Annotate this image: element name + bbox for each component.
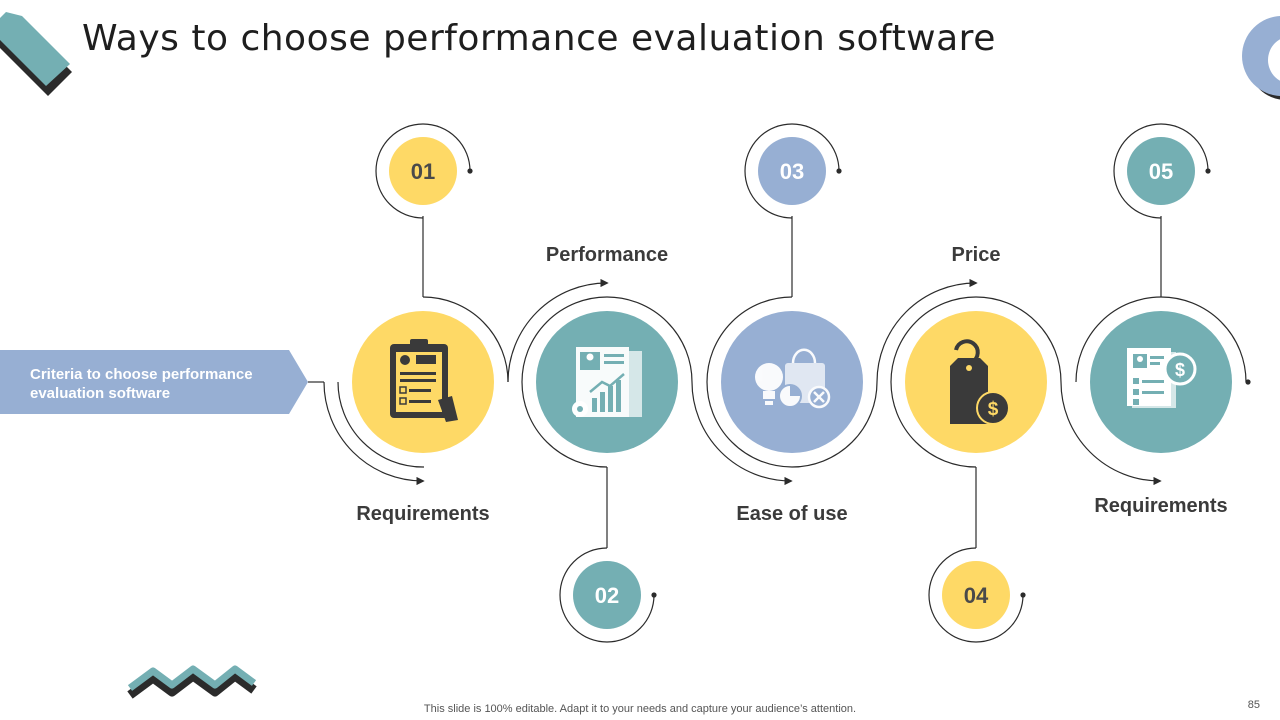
step-05-label: Requirements <box>1094 495 1227 517</box>
step-04: 04 $ Price <box>905 244 1047 629</box>
footer-note: This slide is 100% editable. Adapt it to… <box>423 703 857 715</box>
decor-top-left-bar <box>0 12 72 96</box>
invoice-dollar-icon: $ <box>1127 348 1197 408</box>
connector-lines <box>308 123 1247 643</box>
step-02-label: Performance <box>546 244 668 266</box>
clipboard-checklist-icon <box>390 339 458 422</box>
step-05-number: 05 <box>1149 159 1173 184</box>
decor-zigzag <box>127 665 257 699</box>
price-tag-dollar-icon: $ <box>950 339 1010 425</box>
step-04-number: 04 <box>964 583 989 608</box>
lightbulb-shopping-bag-icon <box>755 348 831 409</box>
step-02-number: 02 <box>595 583 619 608</box>
criteria-line-2: evaluation software <box>30 385 170 402</box>
growth-report-icon <box>572 347 642 417</box>
step-03-number-badge <box>758 137 826 205</box>
step-05: 05 $ Requirements <box>1090 137 1232 517</box>
step-05-number-badge <box>1127 137 1195 205</box>
step-03-label: Ease of use <box>736 503 847 525</box>
svg-text:$: $ <box>988 399 999 420</box>
connector-dots <box>467 168 1251 598</box>
step-03-number: 03 <box>780 159 804 184</box>
criteria-line-1: Criteria to choose performance <box>30 366 253 383</box>
step-01-number: 01 <box>411 159 435 184</box>
step-01-number-badge <box>389 137 457 205</box>
svg-text:$: $ <box>1175 360 1185 380</box>
step-04-number-badge <box>942 561 1010 629</box>
page-number: 85 <box>1247 699 1260 711</box>
step-02-number-badge <box>573 561 641 629</box>
slide-title: Ways to choose performance evaluation so… <box>82 18 996 59</box>
decor-top-right-ring <box>1242 16 1280 100</box>
step-04-label: Price <box>952 244 1001 266</box>
criteria-arrow: Criteria to choose performance evaluatio… <box>0 350 308 414</box>
step-01-label: Requirements <box>356 503 489 525</box>
step-02: 02 Performance <box>536 244 678 629</box>
step-03: 03 Ease of use <box>721 137 863 525</box>
step-01: 01 Requirements <box>352 137 494 525</box>
